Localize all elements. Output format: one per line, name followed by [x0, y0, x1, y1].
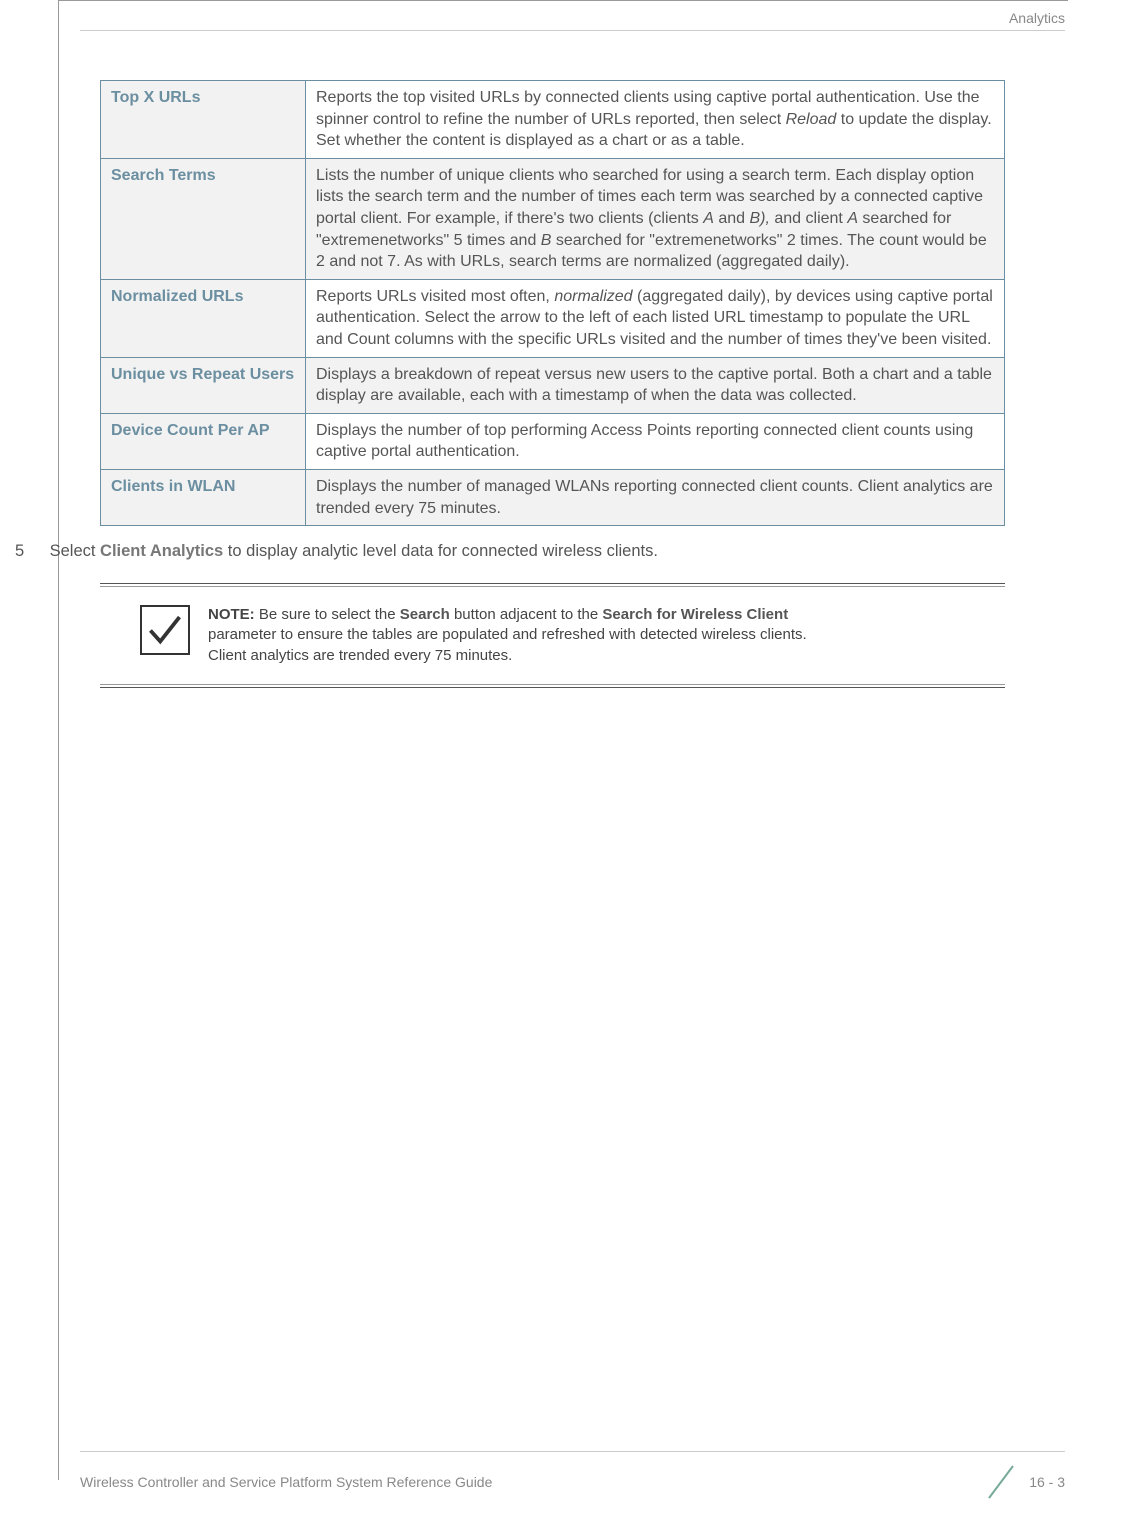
step-instruction: 5 Select Client Analytics to display ana…: [15, 540, 1005, 563]
note-divider-bottom: [100, 687, 1005, 688]
step-number: 5: [15, 540, 45, 563]
note-divider-top-thin: [100, 586, 1005, 587]
step-text-bold: Client Analytics: [100, 542, 223, 560]
table-desc-cell: Displays the number of top performing Ac…: [306, 413, 1005, 469]
table-desc-text: B: [541, 232, 552, 249]
note-divider-bottom-thin: [100, 684, 1005, 685]
table-row: Clients in WLAN Displays the number of ma…: [101, 469, 1005, 525]
table-desc-text: Displays the number of top performing Ac…: [316, 422, 973, 461]
table-desc-cell: Reports URLs visited most often, normali…: [306, 279, 1005, 357]
table-desc-text: and: [714, 210, 750, 227]
table-desc-cell: Reports the top visited URLs by connecte…: [306, 81, 1005, 159]
table-label-cell: Device Count Per AP: [101, 413, 306, 469]
footer-content: Wireless Controller and Service Platform…: [80, 1462, 1065, 1502]
footer-divider: [80, 1451, 1065, 1452]
note-part1: Be sure to select the: [255, 606, 400, 623]
page-slash-icon: [981, 1462, 1021, 1502]
note-label: NOTE:: [208, 606, 255, 623]
step-text-prefix: Select: [50, 542, 100, 560]
header-section-label: Analytics: [1009, 10, 1065, 26]
table-desc-text: Reload: [786, 111, 837, 128]
analytics-table: Top X URLsReports the top visited URLs b…: [100, 80, 1005, 526]
table-desc-text: A: [847, 210, 858, 227]
table-desc-text: A: [703, 210, 714, 227]
footer-title: Wireless Controller and Service Platform…: [80, 1474, 492, 1490]
note-part2: button adjacent to the: [450, 606, 603, 623]
note-part3: parameter to ensure the tables are popul…: [208, 626, 807, 663]
table-desc-text: Reports URLs visited most often,: [316, 288, 554, 305]
table-desc-text: Displays a breakdown of repeat versus ne…: [316, 366, 992, 405]
table-row: Normalized URLsReports URLs visited most…: [101, 279, 1005, 357]
table-desc-cell: Displays a breakdown of repeat versus ne…: [306, 357, 1005, 413]
table-row: Top X URLsReports the top visited URLs b…: [101, 81, 1005, 159]
table-row: Device Count Per AP Displays the number o…: [101, 413, 1005, 469]
step-text-suffix: to display analytic level data for conne…: [223, 542, 658, 560]
page-number: 16 - 3: [1029, 1474, 1065, 1490]
footer: Wireless Controller and Service Platform…: [0, 1451, 1125, 1502]
table-desc-cell: Displays the number of managed WLANs rep…: [306, 469, 1005, 525]
main-content: Top X URLsReports the top visited URLs b…: [100, 80, 1005, 688]
table-label-cell: Unique vs Repeat Users: [101, 357, 306, 413]
table-row: Unique vs Repeat Users Displays a breakdo…: [101, 357, 1005, 413]
page-number-wrap: 16 - 3: [981, 1462, 1065, 1502]
table-desc-cell: Lists the number of unique clients who s…: [306, 158, 1005, 279]
table-row: Search TermsLists the number of unique c…: [101, 158, 1005, 279]
checkmark-icon: [140, 605, 190, 655]
table-label-cell: Top X URLs: [101, 81, 306, 159]
table-desc-text: B),: [749, 210, 769, 227]
table-desc-text: and client: [770, 210, 847, 227]
note-bold2: Search for Wireless Client: [602, 606, 788, 623]
note-divider-top: [100, 583, 1005, 584]
note-bold1: Search: [400, 606, 450, 623]
table-label-cell: Search Terms: [101, 158, 306, 279]
table-label-cell: Clients in WLAN: [101, 469, 306, 525]
table-desc-text: Displays the number of managed WLANs rep…: [316, 478, 993, 517]
note-text: NOTE: Be sure to select the Search butto…: [208, 605, 848, 666]
header-divider: [80, 30, 1065, 31]
note-block: NOTE: Be sure to select the Search butto…: [100, 605, 1005, 666]
table-desc-text: normalized: [554, 288, 632, 305]
table-label-cell: Normalized URLs: [101, 279, 306, 357]
